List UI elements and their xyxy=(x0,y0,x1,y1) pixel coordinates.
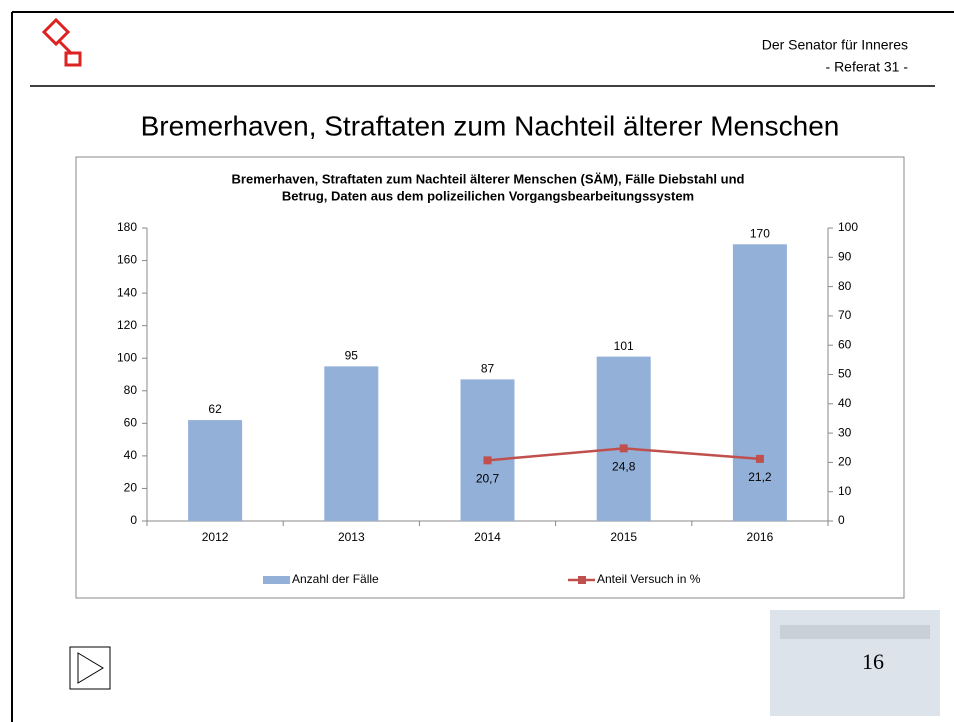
y2-tick-label: 60 xyxy=(838,337,852,351)
chart-title: Betrug, Daten aus dem polizeilichen Vorg… xyxy=(282,188,694,203)
y2-tick-label: 20 xyxy=(838,455,852,469)
bar-label: 87 xyxy=(481,362,495,376)
y-tick-label: 80 xyxy=(124,383,138,397)
x-tick-label: 2016 xyxy=(747,530,774,544)
legend-swatch xyxy=(263,576,290,584)
y-tick-label: 140 xyxy=(117,285,137,299)
bar-label: 95 xyxy=(345,349,359,363)
page-number: 16 xyxy=(862,649,884,674)
logo xyxy=(44,20,80,65)
x-tick-label: 2013 xyxy=(338,530,365,544)
y-tick-label: 180 xyxy=(117,220,137,234)
x-tick-label: 2012 xyxy=(202,530,229,544)
y-tick-label: 160 xyxy=(117,253,137,267)
x-tick-label: 2014 xyxy=(474,530,501,544)
x-tick-label: 2015 xyxy=(610,530,637,544)
y2-tick-label: 90 xyxy=(838,249,852,263)
slide: Der Senator für Inneres - Referat 31 - B… xyxy=(0,0,954,722)
line-label: 21,2 xyxy=(748,470,772,484)
y2-tick-label: 80 xyxy=(838,279,852,293)
slide-title: Bremerhaven, Straftaten zum Nachteil ält… xyxy=(141,110,840,141)
y-tick-label: 40 xyxy=(124,448,138,462)
line-marker xyxy=(484,456,492,464)
bar-label: 101 xyxy=(614,339,634,353)
line-label: 20,7 xyxy=(476,472,500,486)
y-tick-label: 100 xyxy=(117,350,137,364)
line-marker xyxy=(756,455,764,463)
bar-label: 170 xyxy=(750,226,770,240)
y-tick-label: 120 xyxy=(117,318,137,332)
y2-tick-label: 50 xyxy=(838,367,852,381)
line-marker xyxy=(620,444,628,452)
bar xyxy=(324,366,378,521)
y-tick-label: 20 xyxy=(124,481,138,495)
page: Der Senator für Inneres - Referat 31 - B… xyxy=(0,0,954,722)
bar xyxy=(188,420,242,521)
y2-tick-label: 70 xyxy=(838,308,852,322)
legend-label: Anzahl der Fälle xyxy=(292,572,379,586)
y-tick-label: 0 xyxy=(130,513,137,527)
line-label: 24,8 xyxy=(612,460,636,474)
header-org: Der Senator für Inneres xyxy=(762,37,908,53)
y2-tick-label: 30 xyxy=(838,425,852,439)
y-tick-label: 60 xyxy=(124,416,138,430)
bar xyxy=(461,379,515,521)
legend-swatch xyxy=(578,576,586,584)
bar xyxy=(597,357,651,521)
y2-tick-label: 0 xyxy=(838,513,845,527)
building-image xyxy=(780,625,930,639)
chart-title: Bremerhaven, Straftaten zum Nachteil ält… xyxy=(232,171,745,186)
y2-tick-label: 10 xyxy=(838,484,852,498)
y2-tick-label: 40 xyxy=(838,396,852,410)
header-unit: - Referat 31 - xyxy=(826,59,909,75)
bar-label: 62 xyxy=(208,402,222,416)
legend-label: Anteil Versuch in % xyxy=(597,572,701,586)
y2-tick-label: 100 xyxy=(838,220,858,234)
